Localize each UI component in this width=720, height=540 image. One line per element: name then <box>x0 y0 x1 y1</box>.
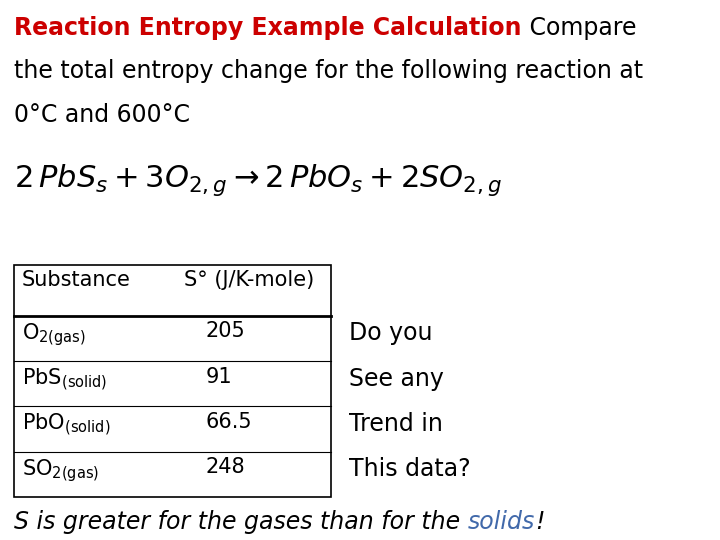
Text: 91: 91 <box>205 367 232 387</box>
Text: See any: See any <box>349 367 444 390</box>
Text: Reaction Entropy Example Calculation: Reaction Entropy Example Calculation <box>14 16 522 40</box>
FancyBboxPatch shape <box>14 265 331 497</box>
Text: Compare: Compare <box>522 16 636 40</box>
Text: 0°C and 600°C: 0°C and 600°C <box>14 103 190 126</box>
Text: O$_{2(\mathrm{gas})}$: O$_{2(\mathrm{gas})}$ <box>22 321 86 348</box>
Text: S° (J/K-mole): S° (J/K-mole) <box>184 270 314 290</box>
Text: SO$_{2(\mathrm{gas})}$: SO$_{2(\mathrm{gas})}$ <box>22 457 99 484</box>
Text: Do you: Do you <box>349 321 433 345</box>
Text: 66.5: 66.5 <box>205 411 252 432</box>
Text: PbO$_{(\mathrm{solid})}$: PbO$_{(\mathrm{solid})}$ <box>22 411 110 438</box>
Text: solids: solids <box>468 510 535 534</box>
Text: 205: 205 <box>205 321 245 341</box>
Text: !: ! <box>535 510 545 534</box>
Text: $2\,PbS_{s} + 3O_{2,g} \rightarrow 2\,PbO_{s} + 2SO_{2,g}$: $2\,PbS_{s} + 3O_{2,g} \rightarrow 2\,Pb… <box>14 162 503 198</box>
Text: This data?: This data? <box>349 457 471 481</box>
Text: Substance: Substance <box>22 270 130 290</box>
Text: the total entropy change for the following reaction at: the total entropy change for the followi… <box>14 59 644 83</box>
Text: Trend in: Trend in <box>349 411 443 436</box>
Text: PbS$_{(\mathrm{solid})}$: PbS$_{(\mathrm{solid})}$ <box>22 367 107 393</box>
Text: 248: 248 <box>205 457 245 477</box>
Text: S is greater for the gases than for the: S is greater for the gases than for the <box>14 510 468 534</box>
